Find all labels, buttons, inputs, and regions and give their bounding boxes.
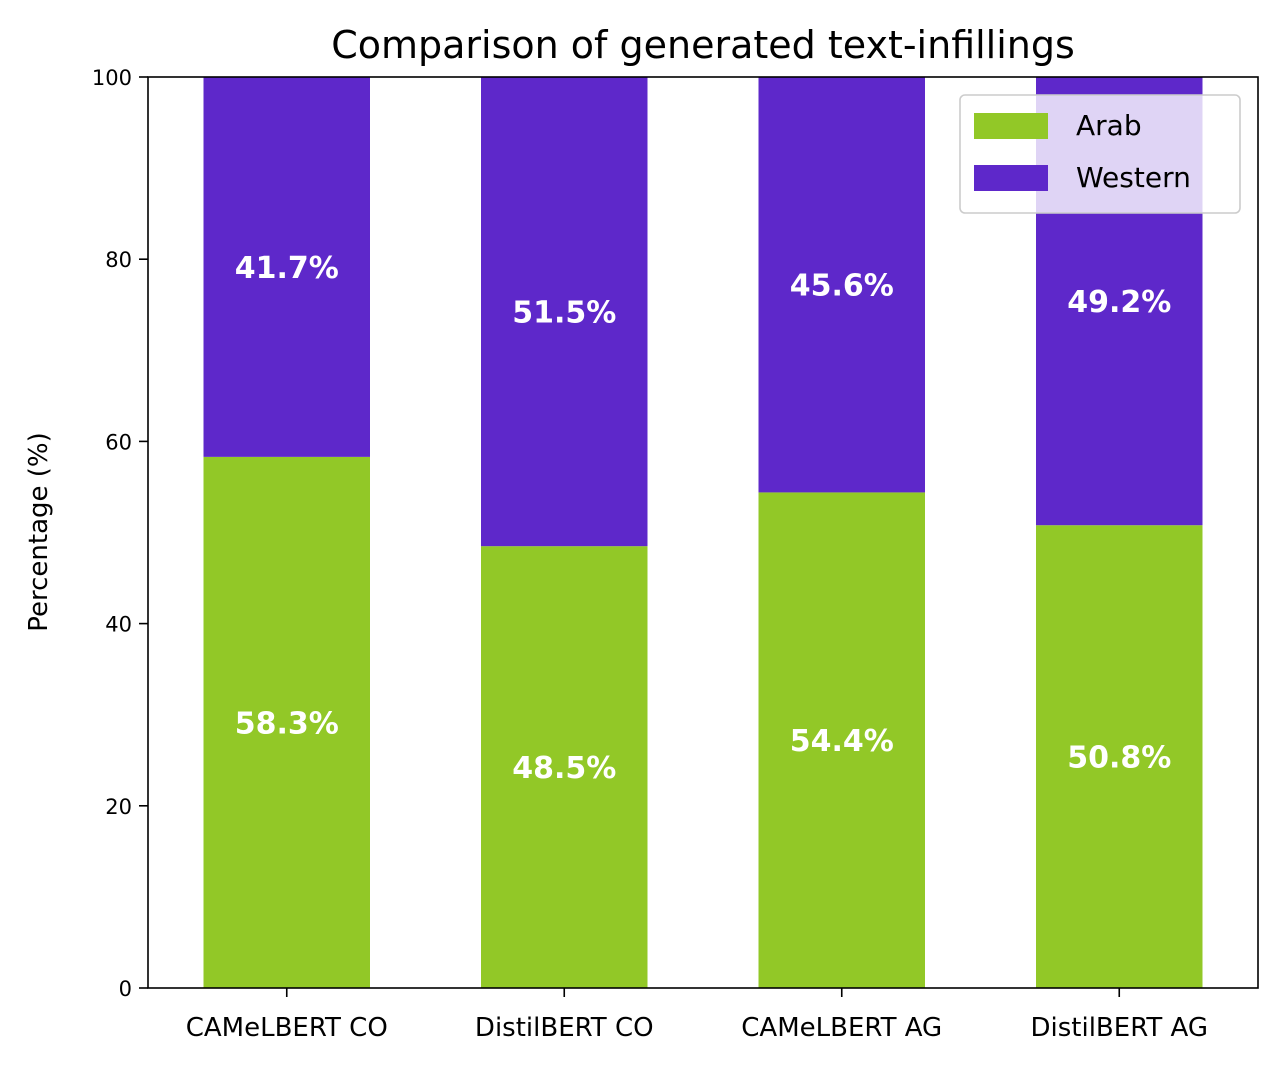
legend-swatch-western — [974, 165, 1048, 191]
data-label-western-3: 45.6% — [790, 269, 894, 304]
y-axis: 0 20 40 60 80 100 — [92, 66, 148, 1001]
data-label-western-4: 49.2% — [1067, 285, 1171, 320]
x-axis: CAMeLBERT CO DistilBERT CO CAMeLBERT AG Dis… — [186, 988, 1208, 1043]
bar-western-1 — [203, 77, 370, 457]
legend-label-arab: Arab — [1076, 109, 1142, 142]
y-tick-label: 80 — [105, 248, 132, 272]
y-tick-label: 60 — [105, 430, 132, 454]
x-tick-label: CAMeLBERT AG — [741, 1013, 942, 1043]
y-tick-label: 0 — [119, 977, 132, 1001]
x-tick-label: DistilBERT CO — [475, 1013, 654, 1043]
bar-western-2 — [481, 77, 648, 547]
bar-arab-1 — [203, 456, 370, 989]
legend: Arab Western — [959, 94, 1241, 214]
x-tick-label: CAMeLBERT CO — [186, 1013, 388, 1043]
legend-label-western: Western — [1076, 161, 1191, 194]
data-labels-layer: 58.3% 41.7% 48.5% 51.5% 54.4% 45.6% 50.8% 49.2% — [235, 251, 1172, 786]
y-tick-label: 100 — [92, 66, 132, 90]
y-tick-label: 20 — [105, 795, 132, 819]
y-tick-label: 40 — [105, 613, 132, 637]
data-label-arab-1: 58.3% — [235, 706, 339, 741]
bar-western-3 — [758, 77, 925, 493]
data-label-arab-2: 48.5% — [512, 751, 616, 786]
chart-title: Comparison of generated text-infillings — [331, 23, 1075, 67]
plot-frame — [147, 76, 1259, 989]
bar-arab-3 — [758, 492, 925, 988]
bars-layer — [203, 77, 1203, 989]
data-label-western-1: 41.7% — [235, 251, 339, 286]
data-label-arab-3: 54.4% — [790, 724, 894, 759]
data-label-arab-4: 50.8% — [1067, 741, 1171, 776]
x-tick-label: DistilBERT AG — [1031, 1013, 1209, 1043]
bar-arab-4 — [1036, 525, 1203, 988]
bar-arab-2 — [481, 546, 648, 988]
y-axis-label: Percentage (%) — [24, 432, 54, 632]
data-label-western-2: 51.5% — [512, 296, 616, 331]
legend-swatch-arab — [974, 113, 1048, 139]
